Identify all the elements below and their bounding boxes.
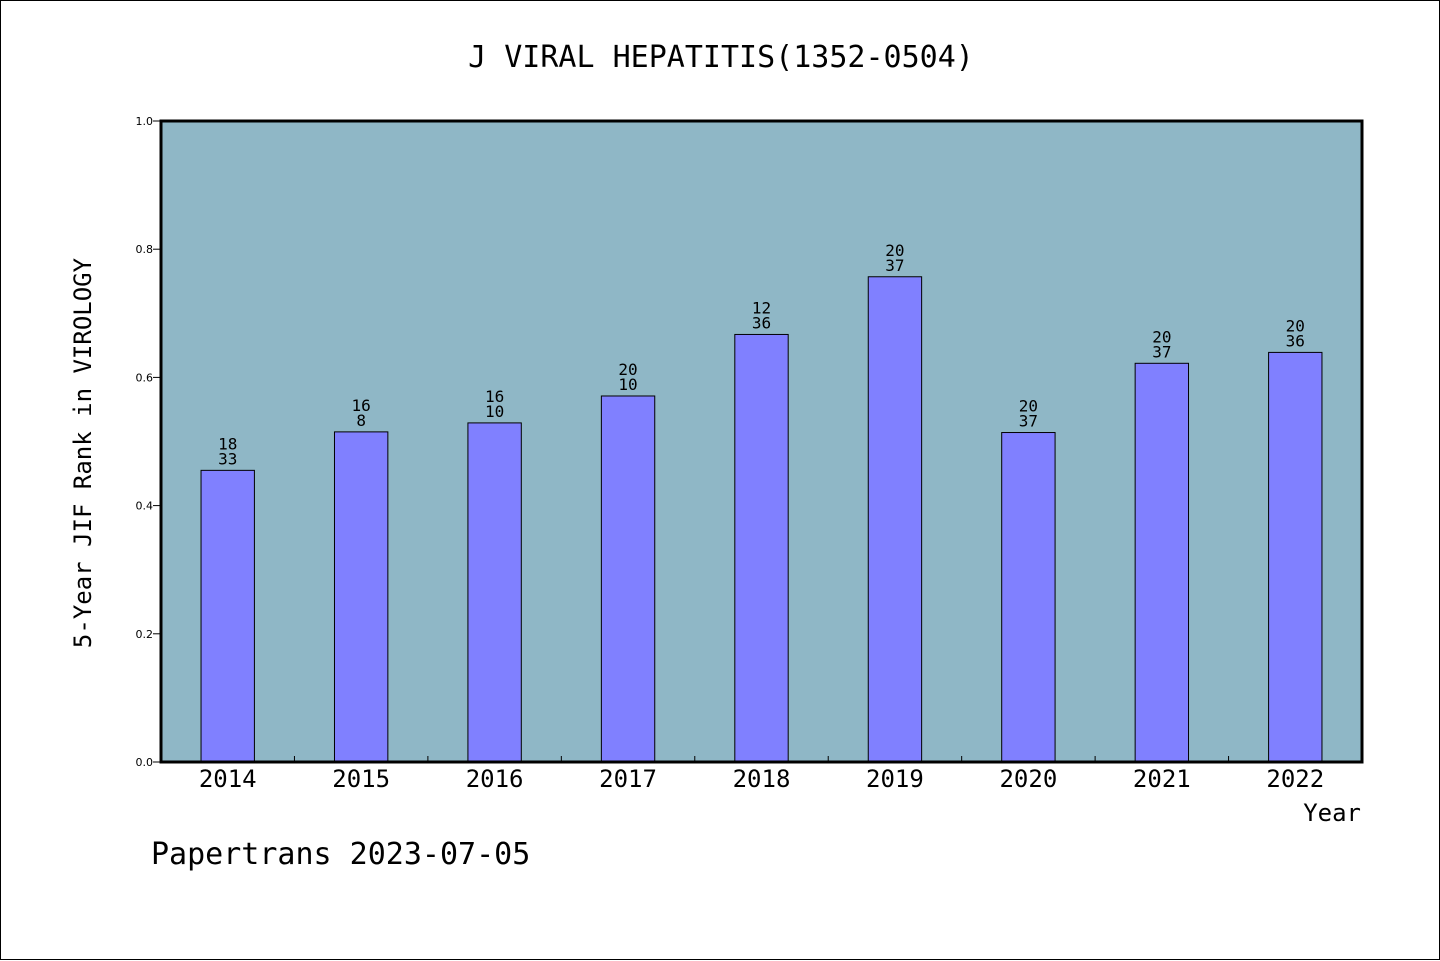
plot-border xyxy=(159,119,1364,764)
bar-label-bottom: 37 xyxy=(1019,412,1038,431)
bar-label-top: 20 xyxy=(1286,316,1305,335)
bar-2016 xyxy=(467,422,522,763)
bar-label-bottom: 36 xyxy=(1286,331,1305,350)
bar-label-bottom: 37 xyxy=(885,256,904,275)
x-tick-label: 2017 xyxy=(599,765,657,793)
bar-2015 xyxy=(333,431,389,763)
bar-2014 xyxy=(200,469,255,763)
bar-label-top: 16 xyxy=(485,387,504,406)
bar-label-bottom: 8 xyxy=(356,411,366,430)
bar-label-top: 12 xyxy=(752,298,771,317)
x-axis-ticks: 2014 2015 2016 2017 2018 2019 2020 2021 2022 xyxy=(199,756,1324,793)
x-tick-label: 2015 xyxy=(332,765,390,793)
x-tick-label: 2019 xyxy=(866,765,924,793)
bar-label-top: 20 xyxy=(1019,397,1038,416)
x-tick-label: 2022 xyxy=(1266,765,1324,793)
x-tick-label: 2021 xyxy=(1133,765,1191,793)
bar-label-bottom: 33 xyxy=(218,449,237,468)
y-tick-label: 0.0 xyxy=(136,756,154,769)
bar-2021 xyxy=(1134,362,1190,763)
bar-2022 xyxy=(1268,351,1323,763)
bar-label-bottom: 10 xyxy=(618,375,637,394)
y-tick-label: 0.4 xyxy=(136,500,154,513)
bar-label-top: 20 xyxy=(618,360,637,379)
x-tick-label: 2020 xyxy=(999,765,1057,793)
bar-2019 xyxy=(867,276,923,763)
y-tick-label: 0.2 xyxy=(136,628,154,641)
x-tick-label: 2018 xyxy=(733,765,791,793)
bar-2020 xyxy=(1001,432,1056,763)
x-tick-label: 2016 xyxy=(466,765,524,793)
y-axis-label: 5-Year JIF Rank in VIROLOGY xyxy=(69,257,97,648)
y-tick-label: 1.0 xyxy=(136,115,154,128)
x-axis-label: Year xyxy=(1303,799,1361,827)
bar-label-bottom: 10 xyxy=(485,402,504,421)
y-axis-ticks: 0.0 0.2 0.4 0.6 0.8 1.0 xyxy=(136,115,161,769)
bars xyxy=(200,276,1323,763)
bar-label-top: 18 xyxy=(218,434,237,453)
bar-2018 xyxy=(734,333,789,763)
bar-label-bottom: 36 xyxy=(752,313,771,332)
bar-label-top: 20 xyxy=(885,241,904,260)
x-tick-label: 2014 xyxy=(199,765,257,793)
chart-title: J VIRAL HEPATITIS(1352-0504) xyxy=(468,40,974,75)
footer-credit: Papertrans 2023-07-05 xyxy=(151,837,530,872)
bar-label-top: 16 xyxy=(352,396,371,415)
y-tick-label: 0.8 xyxy=(136,243,154,256)
y-tick-label: 0.6 xyxy=(136,371,154,384)
bar-label-bottom: 37 xyxy=(1152,342,1171,361)
bar-2017 xyxy=(600,395,656,763)
bar-label-top: 20 xyxy=(1152,327,1171,346)
